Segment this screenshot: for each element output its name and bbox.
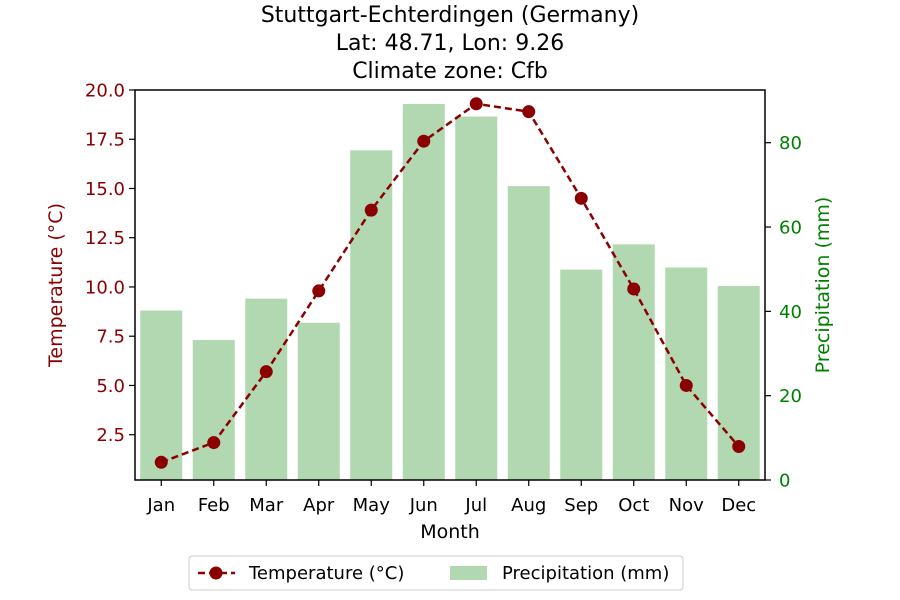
left-axis-label: Temperature (°C) (45, 203, 67, 368)
left-tick-label: 2.5 (96, 425, 125, 446)
temperature-point-nov (679, 378, 693, 392)
precipitation-bar-jul (455, 116, 498, 480)
x-tick-label: Jun (409, 495, 438, 516)
temperature-point-apr (312, 284, 326, 298)
x-axis-ticks: Jan Feb Mar Apr May Jun Jul Aug Sep Oct Nov Dec (146, 480, 756, 516)
precipitation-bar-feb (192, 340, 235, 480)
legend-precipitation-swatch (450, 566, 487, 580)
x-axis-label: Month (420, 521, 480, 543)
left-axis-ticks: 2.5 5.0 7.5 10.0 12.5 15.0 17.5 20.0 (85, 81, 135, 446)
left-tick-label: 5.0 (96, 376, 125, 397)
precipitation-bar-aug (507, 186, 550, 480)
left-tick-label: 20.0 (85, 81, 125, 102)
right-tick-label: 60 (779, 218, 802, 239)
right-axis-label: Precipitation (mm) (812, 197, 834, 374)
legend-temperature-swatch-marker (209, 566, 223, 580)
left-tick-label: 10.0 (85, 277, 125, 298)
precipitation-bar-oct (612, 244, 655, 480)
precipitation-bar-mar (245, 298, 288, 480)
temperature-point-mar (259, 365, 273, 379)
right-tick-label: 0 (779, 471, 790, 492)
x-tick-label: May (353, 495, 391, 516)
precipitation-bar-jan (140, 310, 183, 480)
left-tick-label: 17.5 (85, 130, 125, 151)
temperature-point-oct (627, 282, 641, 296)
x-tick-label: Apr (303, 495, 335, 516)
x-tick-label: Dec (721, 495, 756, 516)
precipitation-bar-sep (560, 269, 603, 480)
temperature-point-feb (207, 436, 221, 450)
x-tick-label: Oct (618, 495, 649, 516)
precipitation-bar-apr (297, 322, 340, 480)
precipitation-bars (140, 103, 760, 481)
temperature-point-may (364, 203, 378, 217)
x-tick-label: Aug (511, 495, 546, 516)
temperature-series-line (160, 102, 740, 464)
temperature-point-aug (522, 105, 536, 119)
legend: Temperature (°C) Precipitation (mm) (188, 555, 684, 591)
temperature-point-jul (469, 97, 483, 111)
temperature-point-dec (732, 440, 746, 454)
precipitation-bar-may (350, 150, 393, 481)
precipitation-bar-jun (402, 103, 445, 480)
chart-title-line-2: Lat: 48.71, Lon: 9.26 (336, 31, 564, 56)
right-axis-ticks: 0 20 40 60 80 (765, 133, 802, 492)
temperature-point-jun (417, 134, 431, 148)
x-tick-label: Jul (464, 495, 487, 516)
x-tick-label: Feb (198, 495, 230, 516)
x-tick-label: Nov (669, 495, 704, 516)
x-tick-label: Mar (249, 495, 284, 516)
left-tick-label: 7.5 (96, 327, 125, 348)
left-tick-label: 15.0 (85, 179, 125, 200)
x-tick-label: Jan (146, 495, 175, 516)
x-tick-label: Sep (564, 495, 598, 516)
temperature-line (154, 97, 746, 469)
temperature-point-sep (574, 191, 588, 205)
precipitation-bar-nov (665, 267, 708, 480)
legend-precipitation-label: Precipitation (mm) (502, 563, 669, 584)
right-tick-label: 20 (779, 386, 802, 407)
right-tick-label: 80 (779, 133, 802, 154)
legend-box (188, 555, 684, 591)
right-tick-label: 40 (779, 302, 802, 323)
chart-title-line-1: Stuttgart-Echterdingen (Germany) (261, 3, 639, 28)
legend-temperature-label: Temperature (°C) (248, 563, 404, 584)
chart-title-line-3: Climate zone: Cfb (352, 59, 548, 84)
temperature-point-jan (154, 455, 168, 469)
plot-frame (134, 89, 766, 481)
left-tick-label: 12.5 (85, 228, 125, 249)
